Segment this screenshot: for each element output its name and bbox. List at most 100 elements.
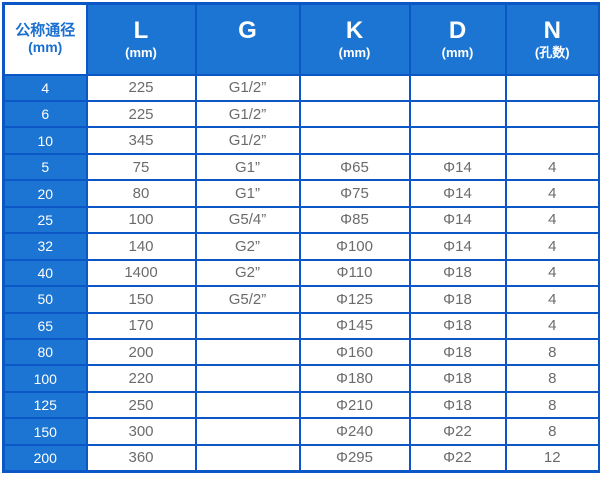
cell-d: Φ14 bbox=[408, 179, 507, 208]
table-row: 50 150 G5/2” Φ125 Φ18 4 bbox=[2, 285, 600, 314]
cell-k: Φ75 bbox=[298, 179, 411, 208]
cell-d bbox=[408, 126, 507, 155]
cell-g: G1/2” bbox=[194, 73, 301, 102]
cell-g: G1” bbox=[194, 152, 301, 182]
cell-l: 225 bbox=[85, 99, 197, 129]
cell-g bbox=[194, 417, 301, 446]
cell-d: Φ14 bbox=[408, 205, 507, 235]
cell-k bbox=[298, 126, 411, 155]
table-row: 125 250 Φ210 Φ18 8 bbox=[2, 390, 600, 420]
header-subtitle bbox=[198, 45, 298, 61]
cell-g: G5/4” bbox=[194, 205, 301, 235]
cell-k: Φ145 bbox=[298, 311, 411, 341]
cell-dn: 125 bbox=[2, 390, 88, 420]
header-row: 公称通径 (mm) L (mm) G K (mm) D (mm) bbox=[2, 2, 600, 76]
cell-n: 4 bbox=[504, 152, 600, 182]
header-title: D bbox=[448, 17, 467, 45]
cell-k: Φ100 bbox=[298, 232, 411, 261]
cell-n: 4 bbox=[504, 205, 600, 235]
cell-d: Φ18 bbox=[408, 285, 507, 314]
cell-g bbox=[194, 364, 301, 393]
header-subtitle: (mm) bbox=[125, 45, 157, 61]
cell-n: 8 bbox=[504, 417, 600, 446]
cell-k: Φ65 bbox=[298, 152, 411, 182]
cell-n bbox=[504, 126, 600, 155]
cell-n: 8 bbox=[504, 364, 600, 393]
cell-g: G1/2” bbox=[194, 126, 301, 155]
cell-k: Φ180 bbox=[298, 364, 411, 393]
cell-g: G1/2” bbox=[194, 99, 301, 129]
cell-g bbox=[194, 390, 301, 420]
cell-g bbox=[194, 338, 301, 367]
header-title: N bbox=[543, 17, 561, 45]
cell-dn: 100 bbox=[2, 364, 88, 393]
cell-l: 220 bbox=[85, 364, 197, 393]
cell-n bbox=[504, 73, 600, 102]
cell-dn: 6 bbox=[2, 99, 88, 129]
cell-k bbox=[298, 73, 411, 102]
cell-d: Φ18 bbox=[408, 364, 507, 393]
cell-g: G5/2” bbox=[194, 285, 301, 314]
cell-l: 75 bbox=[85, 152, 197, 182]
cell-d: Φ22 bbox=[408, 443, 507, 473]
cell-k: Φ110 bbox=[298, 258, 411, 288]
cell-d: Φ14 bbox=[408, 152, 507, 182]
header-l: L (mm) bbox=[85, 2, 197, 76]
cell-l: 225 bbox=[85, 73, 197, 102]
cell-dn: 80 bbox=[2, 338, 88, 367]
cell-g bbox=[194, 443, 301, 473]
cell-n: 4 bbox=[504, 179, 600, 208]
table-row: 25 100 G5/4” Φ85 Φ14 4 bbox=[2, 205, 600, 235]
cell-n: 4 bbox=[504, 258, 600, 288]
cell-l: 80 bbox=[85, 179, 197, 208]
cell-k: Φ295 bbox=[298, 443, 411, 473]
table-row: 32 140 G2” Φ100 Φ14 4 bbox=[2, 232, 600, 261]
cell-g: G1” bbox=[194, 179, 301, 208]
cell-k: Φ85 bbox=[298, 205, 411, 235]
table-row: 65 170 Φ145 Φ18 4 bbox=[2, 311, 600, 341]
cell-dn: 25 bbox=[2, 205, 88, 235]
cell-d bbox=[408, 73, 507, 102]
table-row: 6 225 G1/2” bbox=[2, 99, 600, 129]
cell-l: 300 bbox=[85, 417, 197, 446]
cell-l: 345 bbox=[85, 126, 197, 155]
table-row: 10 345 G1/2” bbox=[2, 126, 600, 155]
cell-d: Φ18 bbox=[408, 258, 507, 288]
cell-k: Φ125 bbox=[298, 285, 411, 314]
table-row: 100 220 Φ180 Φ18 8 bbox=[2, 364, 600, 393]
cell-dn: 10 bbox=[2, 126, 88, 155]
cell-l: 1400 bbox=[85, 258, 197, 288]
cell-l: 170 bbox=[85, 311, 197, 341]
header-nominal-diameter: 公称通径 (mm) bbox=[2, 2, 88, 76]
cell-k: Φ160 bbox=[298, 338, 411, 367]
cell-d bbox=[408, 99, 507, 129]
header-d: D (mm) bbox=[408, 2, 507, 76]
cell-l: 150 bbox=[85, 285, 197, 314]
header-subtitle: (mm) bbox=[28, 39, 63, 56]
cell-l: 140 bbox=[85, 232, 197, 261]
cell-dn: 200 bbox=[2, 443, 88, 473]
cell-dn: 40 bbox=[2, 258, 88, 288]
cell-dn: 32 bbox=[2, 232, 88, 261]
cell-dn: 50 bbox=[2, 285, 88, 314]
cell-n bbox=[504, 99, 600, 129]
cell-d: Φ14 bbox=[408, 232, 507, 261]
cell-d: Φ22 bbox=[408, 417, 507, 446]
header-n: N (孔数) bbox=[504, 2, 600, 76]
header-subtitle: (mm) bbox=[338, 45, 371, 61]
table-header: 公称通径 (mm) L (mm) G K (mm) D (mm) bbox=[2, 2, 600, 76]
table-row: 150 300 Φ240 Φ22 8 bbox=[2, 417, 600, 446]
cell-k bbox=[298, 99, 411, 129]
cell-l: 360 bbox=[85, 443, 197, 473]
cell-d: Φ18 bbox=[408, 338, 507, 367]
cell-n: 12 bbox=[504, 443, 600, 473]
table-row: 80 200 Φ160 Φ18 8 bbox=[2, 338, 600, 367]
cell-n: 4 bbox=[504, 285, 600, 314]
table-row: 5 75 G1” Φ65 Φ14 4 bbox=[2, 152, 600, 182]
header-title: K bbox=[345, 17, 364, 45]
cell-k: Φ210 bbox=[298, 390, 411, 420]
cell-l: 250 bbox=[85, 390, 197, 420]
cell-n: 4 bbox=[504, 232, 600, 261]
cell-dn: 4 bbox=[2, 73, 88, 102]
